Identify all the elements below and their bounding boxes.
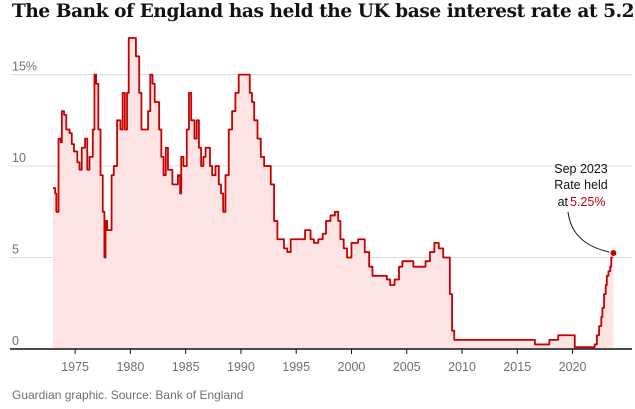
x-tick-label: 2015: [503, 360, 531, 374]
y-tick-label: 0: [12, 334, 19, 348]
chart-title: The Bank of England has held the UK base…: [12, 1, 635, 22]
source-note: Guardian graphic. Source: Bank of Englan…: [12, 388, 244, 402]
x-tick-label: 1995: [282, 360, 310, 374]
x-tick-label: 1975: [61, 360, 89, 374]
annotation-at: at: [558, 195, 569, 209]
x-axis-ticks: 1975 1980 1985 1990 1995 2000 2005 2010 2015 2020: [61, 349, 586, 374]
y-tick-label: 5: [12, 243, 19, 257]
x-tick-label: 1990: [227, 360, 255, 374]
annotation-text: Rate held: [554, 178, 608, 192]
y-tick-label: 15%: [12, 60, 37, 74]
annotation-connector: [567, 211, 610, 253]
y-axis-ticks: 0 5 10 15%: [12, 60, 37, 348]
highlight-dot: [609, 248, 618, 257]
annotation-date: Sep 2023: [554, 162, 608, 176]
y-tick-label: 10: [12, 151, 26, 165]
x-tick-label: 1980: [116, 360, 144, 374]
x-tick-label: 2005: [393, 360, 421, 374]
x-tick-label: 2010: [448, 360, 476, 374]
rate-area: [53, 38, 614, 349]
x-tick-label: 2000: [338, 360, 366, 374]
x-tick-label: 1985: [172, 360, 200, 374]
rate-line: [53, 37, 614, 349]
x-tick-label: 2020: [559, 360, 587, 374]
annotation-value: 5.25%: [570, 195, 605, 209]
